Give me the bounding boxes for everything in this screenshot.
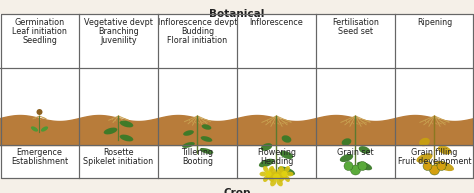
Ellipse shape [263,166,269,173]
Circle shape [437,162,446,170]
Ellipse shape [120,135,133,141]
Text: Branching: Branching [98,27,139,36]
Ellipse shape [183,130,194,136]
Text: Flowering: Flowering [257,148,296,157]
Text: Germination: Germination [14,18,64,27]
Circle shape [423,162,432,170]
Ellipse shape [201,124,211,130]
Ellipse shape [201,136,212,142]
Circle shape [429,165,439,175]
Bar [0,14,474,178]
Ellipse shape [259,159,274,167]
Text: Inflorescence devpt: Inflorescence devpt [158,18,237,27]
Circle shape [282,172,287,176]
Text: Floral initiation: Floral initiation [167,36,228,45]
Ellipse shape [342,138,351,146]
Ellipse shape [279,175,284,182]
Text: Booting: Booting [182,157,213,166]
Circle shape [36,109,43,115]
Ellipse shape [261,143,272,151]
Ellipse shape [200,148,213,154]
Text: Spikelet initiation: Spikelet initiation [83,157,154,166]
Text: Seedling: Seedling [22,36,57,45]
Ellipse shape [263,175,269,182]
Ellipse shape [279,166,284,173]
Ellipse shape [438,146,451,154]
Circle shape [344,162,353,170]
Ellipse shape [104,128,117,134]
Ellipse shape [278,167,295,175]
Ellipse shape [357,162,372,170]
Text: Grain set: Grain set [337,148,374,157]
Ellipse shape [282,135,292,143]
Ellipse shape [359,146,370,154]
Ellipse shape [275,172,283,176]
Bar [0,14,474,178]
Ellipse shape [120,121,133,127]
Text: Rosette: Rosette [103,148,134,157]
Ellipse shape [419,138,430,146]
Circle shape [273,174,279,180]
Text: Establishment: Establishment [11,157,68,166]
Text: Grain filling: Grain filling [411,148,458,157]
Circle shape [350,165,361,175]
Ellipse shape [276,168,283,175]
Text: Emergence: Emergence [17,148,63,157]
Ellipse shape [270,179,276,186]
Ellipse shape [268,166,274,173]
Text: Seed set: Seed set [338,27,373,36]
Ellipse shape [41,126,48,132]
Circle shape [266,172,271,176]
Text: Inflorescence: Inflorescence [250,18,303,27]
Ellipse shape [279,174,287,180]
Ellipse shape [286,172,293,176]
Text: Crop: Crop [223,188,251,193]
Text: Botanical: Botanical [210,9,264,19]
Text: Vegetative devpt: Vegetative devpt [84,18,153,27]
Ellipse shape [268,175,274,182]
Ellipse shape [259,172,267,176]
Circle shape [358,162,367,170]
Text: Heading: Heading [260,157,293,166]
Ellipse shape [284,175,290,182]
Text: Budding: Budding [181,27,214,36]
Text: Juvenility: Juvenility [100,36,137,45]
Ellipse shape [266,174,274,180]
Ellipse shape [270,172,277,176]
Bar [0,118,474,145]
Ellipse shape [276,179,283,186]
Ellipse shape [340,154,353,162]
Ellipse shape [284,166,290,173]
Text: Fruit development: Fruit development [398,157,471,166]
Text: Ripening: Ripening [417,18,452,27]
Ellipse shape [31,126,38,132]
Text: Tillering: Tillering [182,148,213,157]
Ellipse shape [280,151,293,159]
Ellipse shape [435,161,454,171]
Bar [0,14,474,178]
Text: Fertilisation: Fertilisation [332,18,379,27]
Ellipse shape [416,153,433,163]
Text: Leaf initiation: Leaf initiation [12,27,67,36]
Ellipse shape [270,168,276,175]
Ellipse shape [182,142,195,148]
